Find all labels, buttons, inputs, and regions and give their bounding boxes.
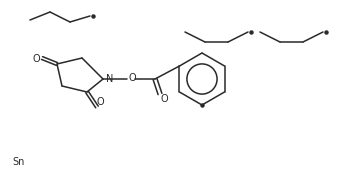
Text: Sn: Sn — [13, 157, 25, 167]
Text: O: O — [96, 97, 104, 107]
Text: N: N — [106, 74, 114, 84]
Text: O: O — [160, 94, 168, 104]
Text: O: O — [32, 54, 40, 64]
Text: O: O — [128, 73, 136, 83]
